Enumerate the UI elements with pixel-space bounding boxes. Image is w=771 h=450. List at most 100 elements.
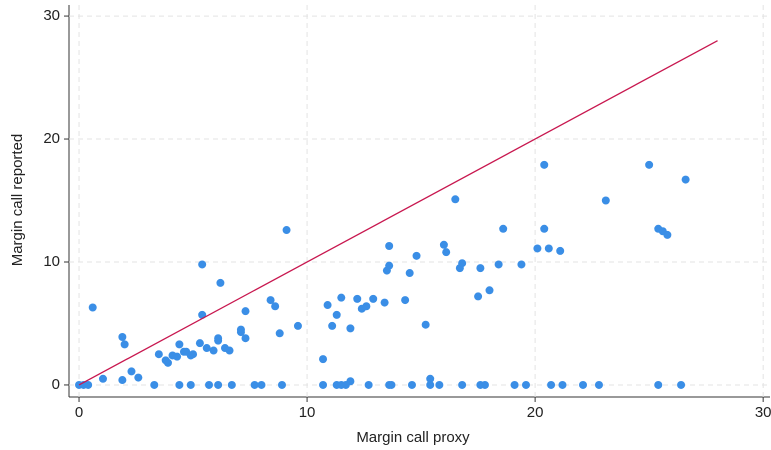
- point: [544, 244, 553, 253]
- point: [328, 321, 337, 330]
- y-tick-label: 20: [43, 130, 60, 147]
- point: [98, 374, 107, 383]
- point: [241, 334, 250, 343]
- point: [558, 380, 567, 389]
- point: [353, 294, 362, 303]
- point: [540, 224, 549, 233]
- point: [412, 251, 421, 260]
- point: [186, 380, 195, 389]
- point: [293, 321, 302, 330]
- point: [451, 195, 460, 204]
- point: [426, 380, 435, 389]
- point: [319, 355, 328, 364]
- point: [118, 376, 127, 385]
- point: [257, 380, 266, 389]
- point: [401, 296, 410, 305]
- point: [225, 346, 234, 355]
- point: [442, 248, 451, 257]
- x-tick-label: 30: [755, 404, 771, 421]
- point: [266, 296, 275, 305]
- point: [407, 380, 416, 389]
- point: [271, 302, 280, 311]
- point: [369, 294, 378, 303]
- point: [421, 320, 430, 329]
- point: [250, 380, 259, 389]
- point: [654, 380, 663, 389]
- point: [510, 380, 519, 389]
- y-tick-label: 0: [52, 376, 60, 393]
- point: [275, 329, 284, 338]
- y-tick-label: 10: [43, 253, 60, 270]
- point: [601, 196, 610, 205]
- point: [426, 374, 435, 383]
- point: [380, 298, 389, 307]
- point: [499, 224, 508, 233]
- point: [485, 286, 494, 295]
- point: [150, 380, 159, 389]
- point: [120, 340, 129, 349]
- point: [198, 260, 207, 269]
- point: [663, 230, 672, 239]
- point: [323, 301, 332, 310]
- point: [154, 350, 163, 359]
- point: [435, 380, 444, 389]
- point: [214, 334, 223, 343]
- point: [439, 240, 448, 249]
- point: [319, 380, 328, 389]
- point: [202, 344, 211, 353]
- point: [579, 380, 588, 389]
- point: [474, 292, 483, 301]
- point: [189, 350, 198, 359]
- point: [205, 380, 214, 389]
- point: [385, 261, 394, 270]
- point: [480, 380, 489, 389]
- point: [517, 260, 526, 269]
- y-axis-title: Margin call reported: [9, 134, 26, 267]
- point: [195, 339, 204, 348]
- point: [458, 259, 467, 268]
- point: [594, 380, 603, 389]
- point: [362, 302, 371, 311]
- point: [385, 242, 394, 251]
- x-axis-title: Margin call proxy: [356, 429, 470, 446]
- point: [282, 226, 291, 235]
- point: [364, 380, 373, 389]
- point: [332, 310, 341, 319]
- point: [533, 244, 542, 253]
- point: [337, 293, 346, 302]
- point: [681, 175, 690, 184]
- point: [241, 307, 250, 316]
- x-tick-label: 10: [299, 404, 316, 421]
- point: [521, 380, 530, 389]
- point: [216, 278, 225, 287]
- reference-line: [78, 40, 718, 386]
- point: [677, 380, 686, 389]
- point: [175, 380, 184, 389]
- point: [163, 358, 172, 367]
- point: [173, 352, 182, 361]
- x-tick-label: 20: [527, 404, 544, 421]
- point: [346, 377, 355, 386]
- point: [127, 367, 136, 376]
- point: [346, 324, 355, 333]
- point: [214, 380, 223, 389]
- point: [476, 264, 485, 273]
- point: [387, 380, 396, 389]
- point: [118, 332, 127, 341]
- point: [88, 303, 97, 312]
- point: [134, 373, 143, 382]
- point: [236, 328, 245, 337]
- point: [645, 160, 654, 169]
- y-tick-label: 30: [43, 7, 60, 24]
- point: [84, 380, 93, 389]
- point: [209, 346, 218, 355]
- point: [458, 380, 467, 389]
- x-tick-label: 0: [75, 404, 83, 421]
- point: [227, 380, 236, 389]
- point: [175, 340, 184, 349]
- point: [494, 260, 503, 269]
- point: [547, 380, 556, 389]
- point: [277, 380, 286, 389]
- point: [405, 269, 414, 278]
